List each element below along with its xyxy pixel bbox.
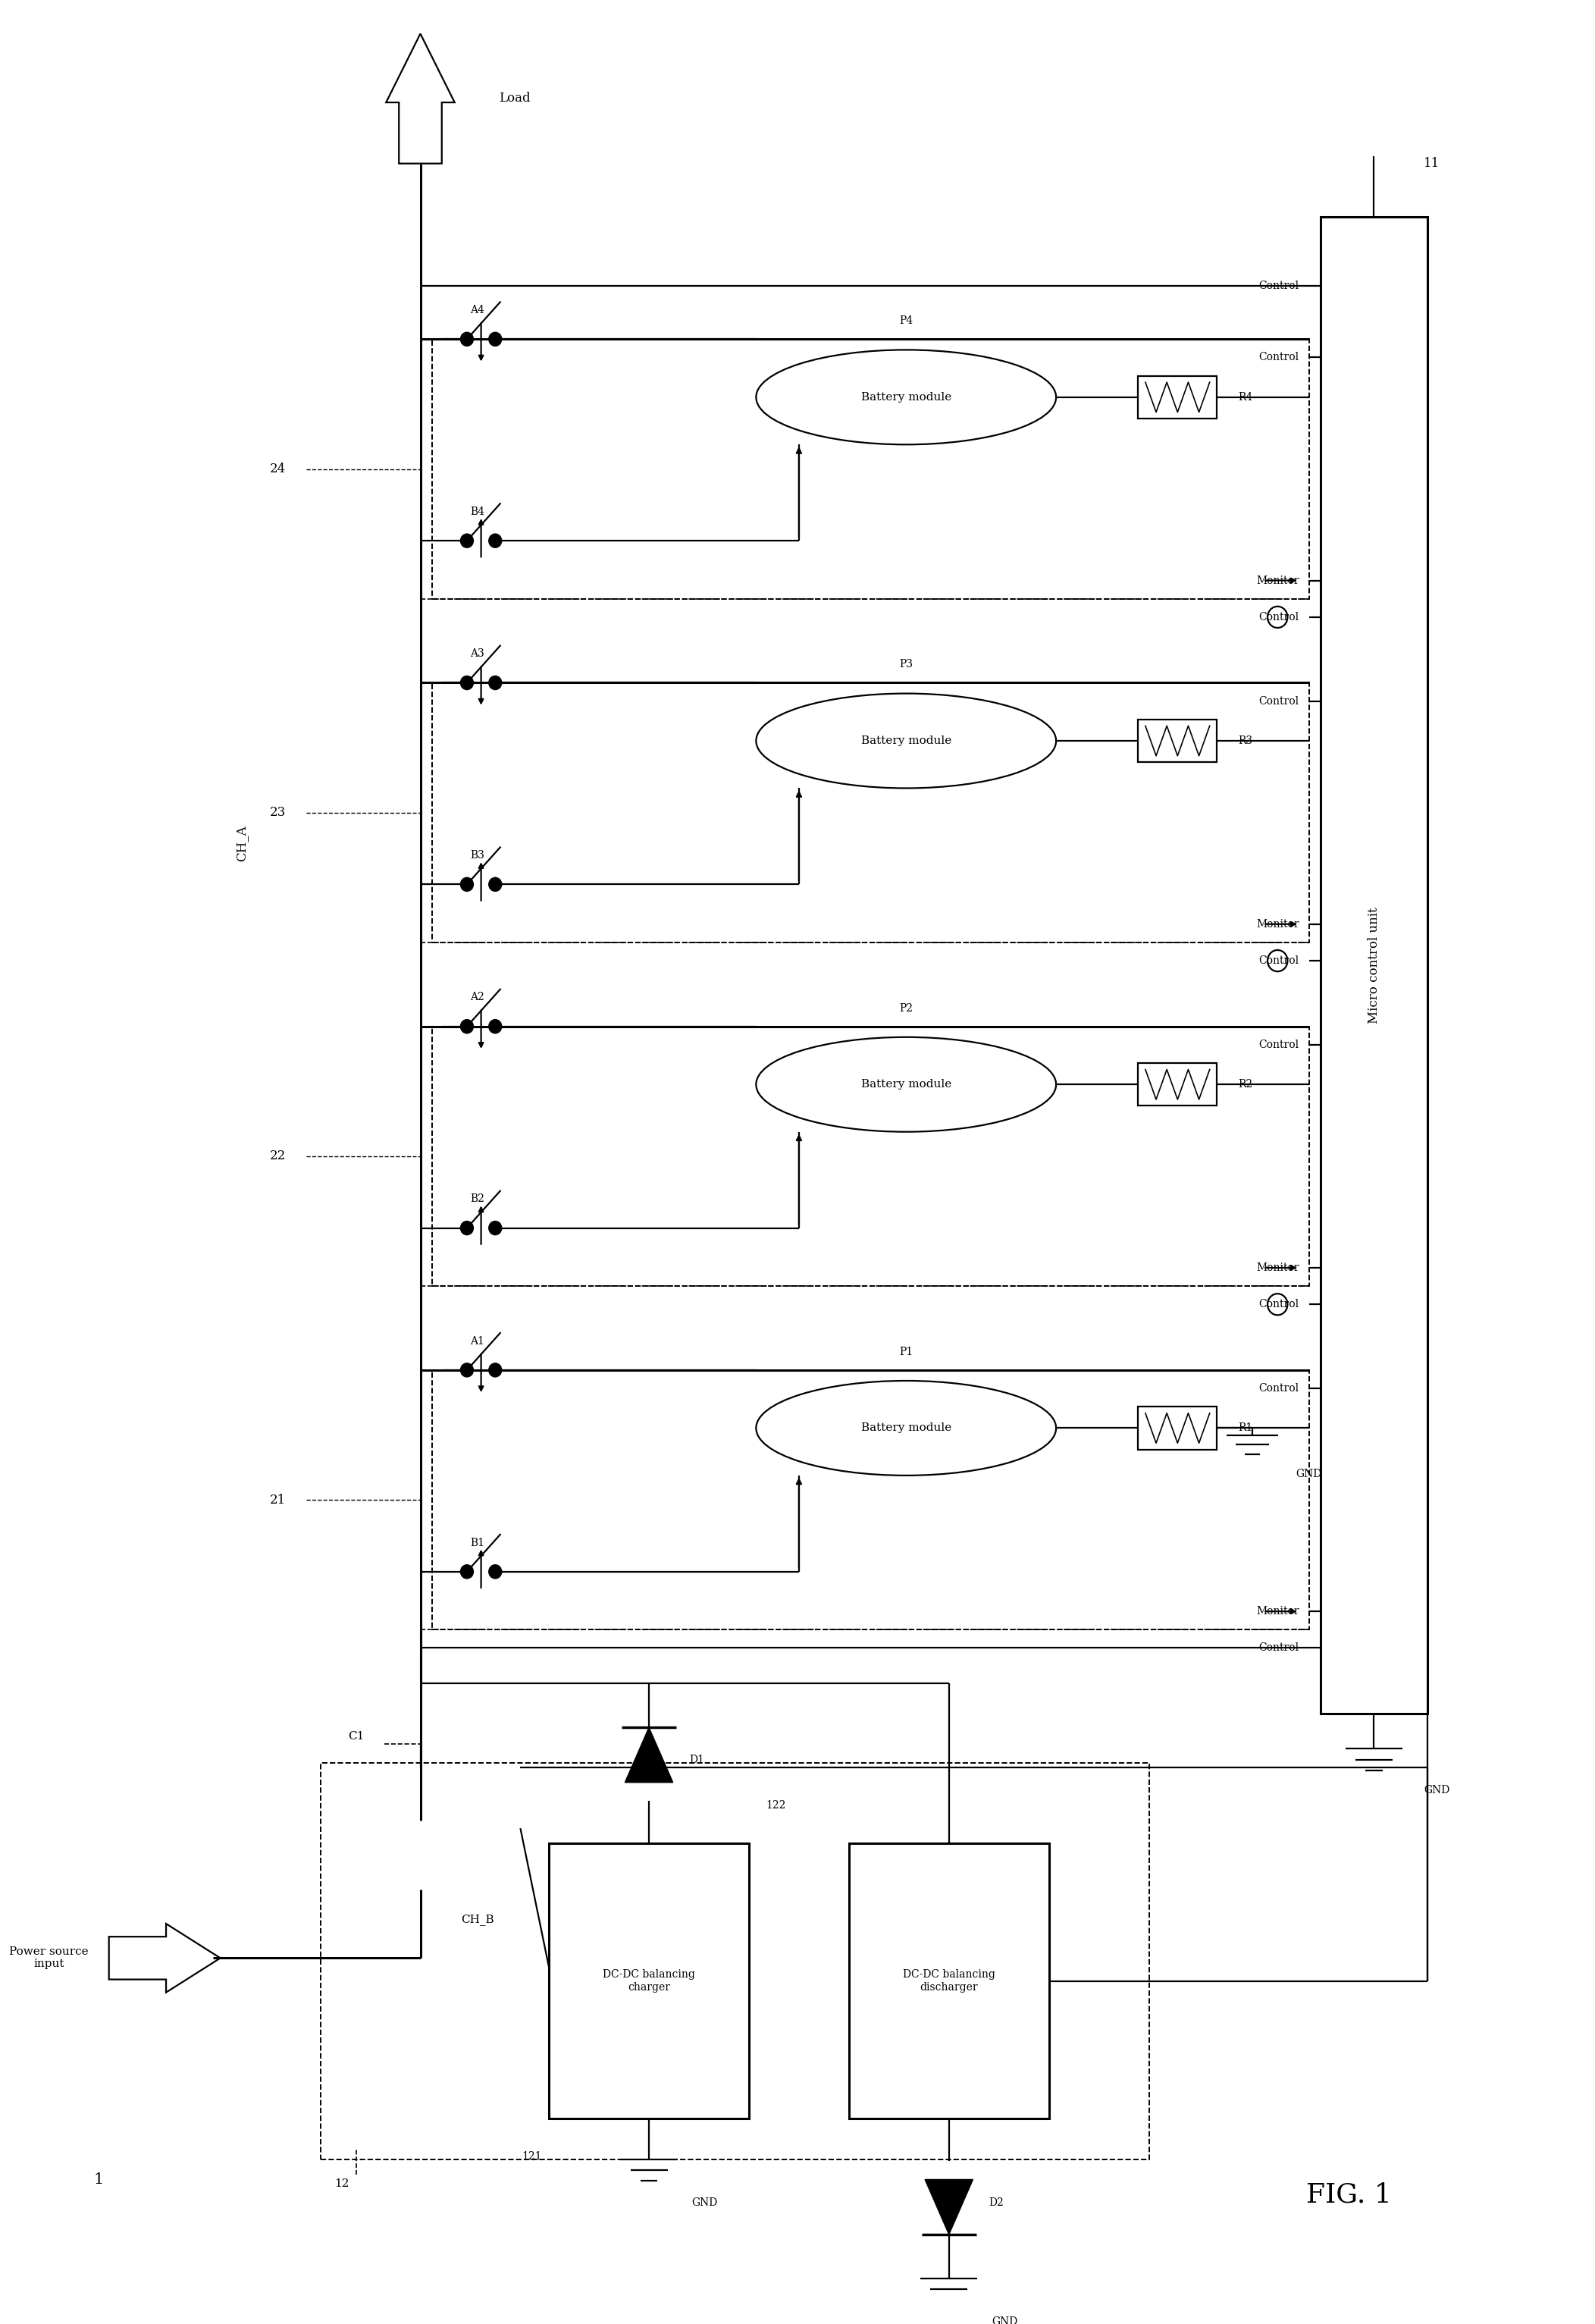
- Text: Control: Control: [1258, 353, 1298, 363]
- Bar: [432, 683, 1309, 944]
- Text: Battery module: Battery module: [861, 734, 951, 746]
- Ellipse shape: [756, 1380, 1056, 1476]
- Text: GND: GND: [692, 2196, 718, 2208]
- Text: 1: 1: [94, 2173, 104, 2187]
- Text: R3: R3: [1238, 734, 1252, 746]
- Ellipse shape: [756, 1037, 1056, 1132]
- Text: Control: Control: [1258, 281, 1298, 290]
- Text: 12: 12: [335, 2180, 349, 2189]
- Circle shape: [488, 535, 502, 548]
- Text: 121: 121: [522, 2152, 542, 2161]
- Bar: [849, 1843, 1050, 2119]
- Text: 11: 11: [1424, 158, 1440, 170]
- Text: Control: Control: [1258, 1383, 1298, 1394]
- Text: P4: P4: [900, 316, 912, 325]
- Circle shape: [461, 1220, 474, 1234]
- Text: GND: GND: [1295, 1469, 1321, 1478]
- Text: A1: A1: [471, 1336, 485, 1346]
- Circle shape: [461, 332, 474, 346]
- Text: Control: Control: [1258, 695, 1298, 706]
- Text: Monitor: Monitor: [1255, 918, 1298, 930]
- Text: Monitor: Monitor: [1255, 1262, 1298, 1274]
- Polygon shape: [925, 2180, 973, 2233]
- Circle shape: [488, 332, 502, 346]
- Text: Monitor: Monitor: [1255, 574, 1298, 586]
- Text: GND: GND: [1424, 1785, 1450, 1796]
- Text: Load: Load: [499, 91, 531, 105]
- Text: D2: D2: [989, 2196, 1003, 2208]
- Text: B1: B1: [471, 1538, 485, 1548]
- Text: 22: 22: [270, 1150, 286, 1162]
- Text: Micro control unit: Micro control unit: [1367, 906, 1380, 1023]
- Bar: [549, 1843, 750, 2119]
- Circle shape: [488, 1220, 502, 1234]
- Text: Battery module: Battery module: [861, 1422, 951, 1434]
- Circle shape: [461, 1364, 474, 1376]
- Text: P2: P2: [900, 1002, 912, 1013]
- Circle shape: [461, 676, 474, 690]
- Text: P3: P3: [900, 660, 912, 669]
- Bar: [432, 1027, 1309, 1285]
- Text: Control: Control: [1258, 1643, 1298, 1652]
- Text: Battery module: Battery module: [861, 1078, 951, 1090]
- Text: Power source
input: Power source input: [10, 1948, 89, 1968]
- Text: Control: Control: [1258, 1039, 1298, 1050]
- Circle shape: [488, 878, 502, 892]
- Text: Monitor: Monitor: [1255, 1606, 1298, 1618]
- Bar: [432, 1371, 1309, 1629]
- Text: FIG. 1: FIG. 1: [1306, 2182, 1392, 2208]
- Circle shape: [488, 1564, 502, 1578]
- Text: GND: GND: [992, 2317, 1018, 2324]
- Circle shape: [488, 1020, 502, 1034]
- Polygon shape: [108, 1924, 220, 1992]
- Text: A4: A4: [471, 304, 485, 316]
- Circle shape: [461, 878, 474, 892]
- Circle shape: [488, 1364, 502, 1376]
- Text: DC-DC balancing
charger: DC-DC balancing charger: [603, 1968, 695, 1992]
- Text: P1: P1: [900, 1346, 912, 1357]
- Text: Control: Control: [1258, 955, 1298, 967]
- Text: 122: 122: [766, 1801, 786, 1810]
- Text: Control: Control: [1258, 611, 1298, 623]
- Circle shape: [461, 1020, 474, 1034]
- Text: A2: A2: [471, 992, 485, 1002]
- Bar: [432, 339, 1309, 600]
- Circle shape: [461, 535, 474, 548]
- Text: R2: R2: [1238, 1078, 1252, 1090]
- Polygon shape: [386, 35, 455, 163]
- Text: 23: 23: [270, 806, 286, 818]
- Text: B4: B4: [471, 507, 485, 516]
- Bar: [1321, 216, 1428, 1713]
- Ellipse shape: [756, 693, 1056, 788]
- Text: CH_B: CH_B: [461, 1915, 494, 1927]
- Text: Battery module: Battery module: [861, 393, 951, 402]
- Text: B3: B3: [471, 851, 485, 860]
- Text: 24: 24: [270, 462, 286, 476]
- Polygon shape: [625, 1727, 673, 1783]
- Bar: [421, 1766, 520, 1889]
- Bar: [1139, 376, 1217, 418]
- Bar: [1139, 1406, 1217, 1450]
- Text: D1: D1: [689, 1755, 703, 1764]
- Text: DC-DC balancing
discharger: DC-DC balancing discharger: [903, 1968, 995, 1992]
- Text: 21: 21: [270, 1494, 286, 1506]
- Text: CH_A: CH_A: [236, 825, 249, 862]
- Circle shape: [461, 1564, 474, 1578]
- Bar: [1139, 720, 1217, 762]
- Text: C1: C1: [348, 1731, 364, 1743]
- Text: Control: Control: [1258, 1299, 1298, 1311]
- Bar: [321, 1762, 1148, 2159]
- Text: R4: R4: [1238, 393, 1252, 402]
- Text: B2: B2: [471, 1195, 485, 1204]
- Text: A3: A3: [471, 648, 485, 660]
- Circle shape: [488, 676, 502, 690]
- Text: R1: R1: [1238, 1422, 1252, 1434]
- Ellipse shape: [756, 351, 1056, 444]
- Bar: [1139, 1062, 1217, 1106]
